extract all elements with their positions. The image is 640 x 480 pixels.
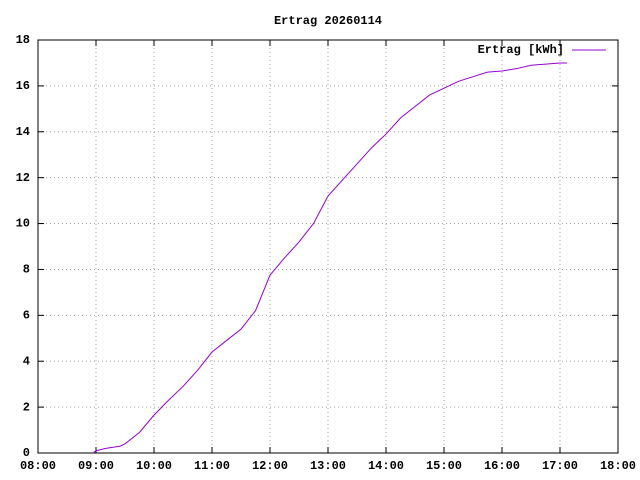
y-tick-label: 0 (23, 446, 30, 460)
x-tick-label: 15:00 (426, 459, 462, 473)
y-tick-label: 8 (23, 263, 30, 277)
x-tick-label: 12:00 (252, 459, 288, 473)
y-tick-label: 14 (16, 125, 30, 139)
x-tick-label: 09:00 (78, 459, 114, 473)
y-tick-label: 4 (23, 354, 30, 368)
x-tick-label: 14:00 (368, 459, 404, 473)
data-line (92, 62, 567, 454)
y-tick-label: 2 (23, 400, 30, 414)
y-tick-label: 12 (16, 171, 30, 185)
x-tick-label: 17:00 (542, 459, 578, 473)
y-tick-label: 16 (16, 79, 30, 93)
plot-border (37, 39, 619, 454)
x-tick-label: 16:00 (484, 459, 520, 473)
y-tick-label: 10 (16, 217, 30, 231)
x-tick-label: 08:00 (20, 459, 56, 473)
x-tick-label: 18:00 (600, 459, 636, 473)
x-tick-label: 13:00 (310, 459, 346, 473)
chart-title: Ertrag 20260114 (274, 14, 382, 28)
x-tick-label: 10:00 (136, 459, 172, 473)
y-tick-label: 18 (16, 33, 30, 47)
x-tick-label: 11:00 (194, 459, 230, 473)
y-tick-label: 6 (23, 309, 30, 323)
legend-label: Ertrag [kWh] (478, 43, 564, 57)
